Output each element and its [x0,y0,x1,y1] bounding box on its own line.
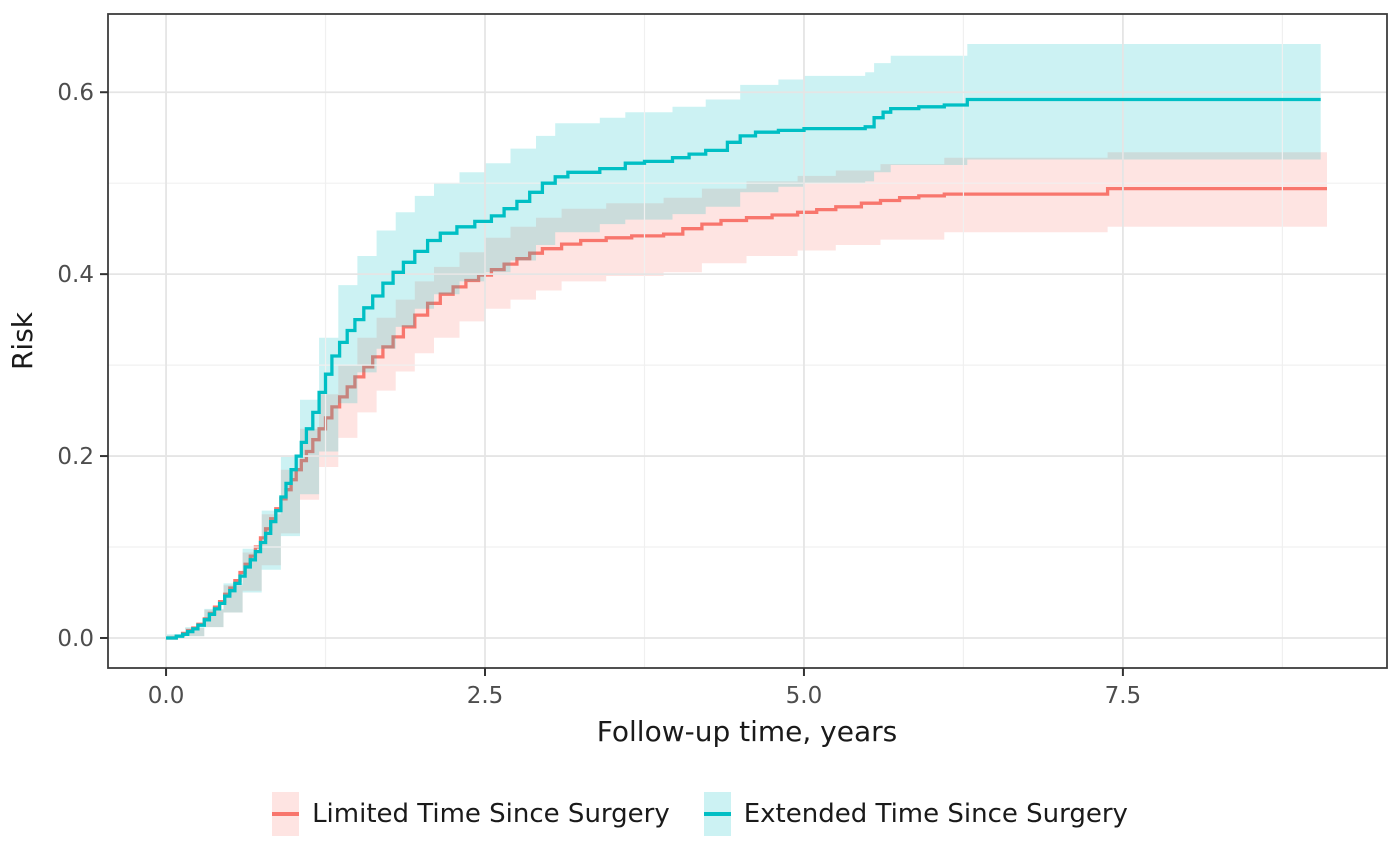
legend-item-extended: Extended Time Since Surgery [703,792,1128,836]
legend-key-extended-line-icon [703,811,731,817]
legend: Limited Time Since Surgery Extended Time… [0,786,1400,842]
risk-curve-chart: 0.0 2.5 5.0 7.5 0.0 0.2 0.4 0.6 Follow-up time,… [6,13,1388,748]
legend-key-limited-ribbon-swatch [272,792,300,836]
risk-curves-layer [166,97,1321,640]
risk-curve-extended [166,97,1321,640]
y-axis-title: Risk [6,311,39,370]
gridlines-layer [108,14,1387,668]
y-tick-label: 0.6 [57,80,94,106]
axis-ticks-layer [100,91,1124,676]
legend-label-limited: Limited Time Since Surgery [312,799,670,829]
panel-border [107,13,1388,669]
axis-tick-labels-layer: 0.0 2.5 5.0 7.5 0.0 0.2 0.4 0.6 [57,80,1141,709]
x-tick-label: 0.0 [148,683,185,709]
x-tick-label: 2.5 [467,683,504,709]
y-tick-label: 0.0 [57,626,94,652]
confidence-ribbon-extended [166,44,1321,638]
legend-item-limited: Limited Time Since Surgery [272,792,670,836]
y-tick-label: 0.4 [57,262,94,288]
x-axis-title: Follow-up time, years [597,715,897,748]
legend-key-extended-ribbon-swatch [703,792,731,836]
x-tick-label: 7.5 [1105,683,1142,709]
legend-label-extended: Extended Time Since Surgery [743,799,1128,829]
y-tick-label: 0.2 [57,444,94,470]
legend-key-limited-line-icon [272,811,300,817]
x-tick-label: 5.0 [786,683,823,709]
